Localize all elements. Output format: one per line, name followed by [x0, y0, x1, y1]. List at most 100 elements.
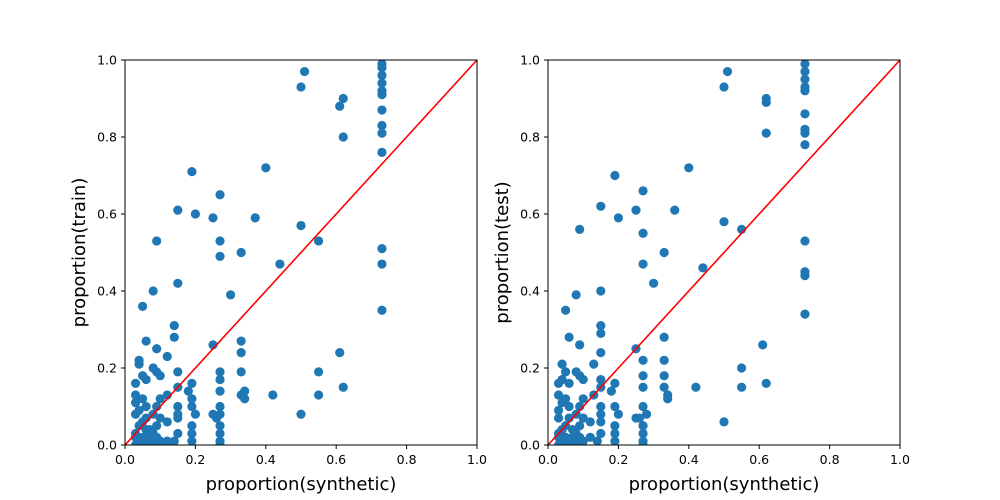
y-tick-label: 0.2 — [97, 361, 117, 376]
scatter-point — [377, 63, 387, 73]
scatter-point — [155, 394, 165, 404]
scatter-point — [553, 378, 564, 388]
scatter-point — [211, 413, 222, 423]
scatter-point — [187, 394, 197, 404]
scatter-point — [226, 290, 236, 300]
scatter-point — [800, 271, 810, 281]
scatter-point — [575, 224, 585, 234]
scatter-point — [719, 417, 729, 427]
scatter-point — [800, 74, 810, 84]
scatter-point — [215, 440, 225, 445]
scatter-point — [800, 128, 810, 138]
scatter-point — [314, 367, 324, 377]
scatter-point — [152, 344, 162, 354]
scatter-point — [155, 413, 165, 423]
scatter-point — [638, 371, 648, 381]
scatter-point — [610, 436, 620, 445]
scatter-point — [606, 386, 616, 396]
scatter-point — [571, 290, 581, 300]
scatter-point — [215, 428, 225, 439]
x-tick-label: 0.6 — [749, 452, 769, 467]
scatter-point — [800, 109, 810, 119]
scatter-point — [187, 421, 197, 431]
scatter-point — [561, 305, 571, 315]
scatter-point — [152, 421, 162, 431]
x-tick-label: 0.6 — [326, 452, 346, 467]
scatter-point — [638, 401, 648, 412]
chart-panel-1: 0.0 0.2 0.4 0.6 0.8 1.0 0.0 0.2 0.4 0.6 0.8 1.0 prop… — [69, 53, 487, 496]
scatter-point — [377, 305, 387, 315]
x-tick-label: 0.2 — [608, 452, 628, 467]
scatter-point — [296, 82, 306, 92]
scatter-point — [145, 440, 155, 445]
scatter-point — [190, 209, 200, 219]
scatter-point — [800, 60, 810, 69]
scatter-point — [138, 301, 148, 311]
scatter-point — [575, 340, 585, 350]
scatter-point — [377, 259, 387, 269]
scatter-point — [377, 70, 387, 80]
scatter-point — [561, 440, 571, 445]
scatter-point — [183, 386, 193, 396]
scatter-point — [575, 421, 585, 431]
scatter-point — [377, 78, 387, 88]
scatter-point — [173, 205, 183, 215]
scatter-point — [338, 93, 348, 104]
scatter-point — [596, 401, 606, 412]
x-axis-label: proportion(synthetic) — [206, 474, 397, 495]
scatter-point — [138, 394, 148, 404]
scatter-point — [568, 440, 578, 445]
scatter-point — [557, 359, 567, 369]
scatter-point — [561, 367, 571, 377]
reference-line — [548, 60, 900, 445]
scatter-point — [169, 332, 179, 342]
reference-line — [125, 60, 477, 445]
scatter-point — [215, 386, 225, 396]
scatter-point — [638, 186, 648, 196]
scatter-point — [299, 66, 310, 77]
scatter-point — [592, 436, 602, 445]
scatter-point — [215, 190, 225, 200]
scatter-point — [173, 278, 183, 288]
scatter-point — [162, 351, 172, 362]
scatter-point — [610, 401, 620, 412]
scatter-point — [659, 371, 669, 381]
y-tick-label: 0.6 — [520, 207, 540, 222]
scatter-point — [130, 409, 141, 419]
scatter-point — [638, 228, 648, 238]
y-axis-label: proportion(test) — [492, 181, 513, 323]
scatter-point — [173, 428, 183, 439]
scatter-point — [236, 336, 246, 346]
scatter-point — [578, 394, 588, 404]
scatter-point — [187, 401, 197, 412]
scatter-point — [187, 167, 197, 177]
scatter-point — [564, 332, 574, 342]
scatter-point — [553, 390, 564, 400]
scatter-point — [670, 205, 680, 215]
scatter-point — [596, 428, 606, 439]
scatter-point — [564, 378, 574, 388]
scatter-point — [638, 421, 648, 431]
scatter-point — [553, 440, 564, 445]
scatter-point — [578, 413, 588, 423]
scatter-point — [236, 247, 246, 258]
scatter-point — [659, 332, 669, 342]
scatter-point — [638, 355, 648, 365]
scatter-point — [130, 378, 141, 388]
scatter-point — [691, 382, 701, 392]
scatter-point — [610, 378, 620, 388]
scatter-point — [649, 278, 659, 288]
scatter-point — [659, 382, 669, 392]
scatter-point — [338, 132, 348, 142]
scatter-points — [553, 60, 810, 445]
scatter-point — [377, 120, 387, 131]
scatter-point — [138, 440, 148, 445]
scatter-point — [377, 147, 387, 157]
scatter-point — [722, 66, 733, 77]
scatter-point — [173, 367, 183, 377]
scatter-point — [240, 386, 250, 396]
scatter-point — [236, 348, 246, 358]
scatter-point — [719, 217, 729, 227]
scatter-point — [296, 220, 306, 231]
